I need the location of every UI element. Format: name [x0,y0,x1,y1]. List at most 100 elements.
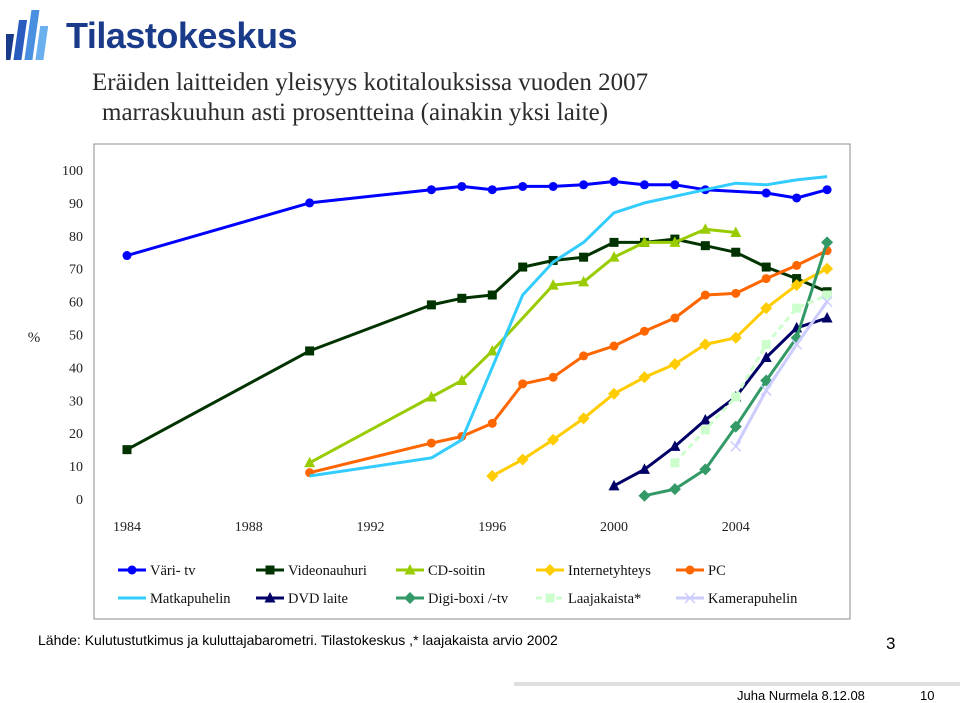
series-line [309,175,828,478]
chart-axes: 0 10 20 30 40 50 60 70 80 90 100 1984 1988 1992 1996 20… [28,164,750,535]
data-point [761,188,771,198]
legend-label: Internetyhteys [568,563,651,579]
data-point [487,290,497,300]
y-tick-label: 40 [69,361,83,376]
legend-label: Matkapuhelin [150,591,231,607]
legend-marker [404,592,416,604]
legend-entry: Kamerapuhelin [676,591,798,607]
data-point [426,300,436,310]
legend-entry: Internetyhteys [536,563,651,579]
data-point [730,226,742,238]
x-tick-label: 1992 [357,520,385,535]
data-point [822,290,832,300]
data-point [699,338,712,351]
legend-entry: Matkapuhelin [118,591,231,607]
data-point [579,252,589,262]
data-point [426,438,436,448]
series-3 [486,262,834,482]
footer-divider [514,682,960,686]
data-point [821,236,834,249]
data-point [579,351,589,361]
legend-marker [685,565,695,575]
series-line [673,293,828,464]
data-point [487,185,497,195]
series-line [126,180,828,257]
data-point [305,346,315,356]
data-point [577,412,590,425]
data-point [457,181,467,191]
x-tick-label: 1984 [113,520,141,535]
legend-label: Videonauhuri [288,563,367,579]
data-point [638,463,650,474]
legend-marker [127,565,137,575]
data-point [700,425,710,435]
footer-author: Juha Nurmela 8.12.08 [737,688,865,703]
data-point [579,180,589,190]
y-tick-label: 80 [69,230,83,245]
legend-label: DVD laite [288,591,348,607]
data-point [822,185,832,195]
y-tick-label: 90 [69,197,83,212]
legend-label: Väri- tv [150,563,196,579]
series-8 [670,290,832,468]
data-point [790,279,803,292]
data-point [668,358,681,371]
data-point [761,339,771,349]
legend-marker [684,592,696,604]
slide-title-line2: marraskuuhun asti prosentteina (ainakin … [102,99,609,126]
y-tick-label: 0 [76,493,83,508]
data-point [729,331,742,344]
series-9 [730,296,833,452]
x-tick-label: 2000 [600,520,628,535]
logo-bars-icon [2,10,49,60]
legend-label: CD-soitin [428,563,486,579]
data-point [425,391,437,402]
data-point [699,463,712,476]
series-2 [304,223,742,468]
data-point [700,241,710,251]
legend-marker [404,564,416,575]
data-point [791,338,803,350]
data-point [609,177,619,187]
y-tick-label: 60 [69,296,83,311]
data-point [609,237,619,247]
y-axis-label: % [28,330,41,346]
data-point [731,247,741,257]
data-point [305,198,315,208]
y-tick-label: 100 [62,164,83,179]
data-point [547,279,559,290]
data-point [821,312,833,323]
data-point [792,193,802,203]
data-point [487,418,497,428]
series-line [491,267,828,478]
data-point [518,379,528,389]
data-point [760,302,773,315]
legend-label: Digi-boxi /-tv [428,591,509,607]
data-point [426,185,436,195]
series-5 [309,175,828,478]
data-point [668,483,681,496]
data-point [122,251,132,261]
data-point [548,372,558,382]
data-point [122,445,132,455]
data-point [669,440,681,451]
data-point [792,303,802,313]
legend-label: PC [708,563,726,579]
series-1 [122,234,832,455]
data-point [639,180,649,190]
line-chart: 0 10 20 30 40 50 60 70 80 90 100 1984 1988 1992 1996 20… [28,143,851,620]
slide-title: Eräiden laitteiden yleisyys kotitalouksi… [92,68,648,128]
data-point [486,469,499,482]
data-point [304,456,316,468]
chart-frame [93,143,851,620]
data-point [731,392,741,402]
logo-text: Tilastokeskus [66,15,297,56]
data-point [731,288,741,298]
legend-entry: CD-soitin [396,563,486,579]
data-point [700,290,710,300]
y-tick-label: 70 [69,263,83,278]
data-point [729,420,742,433]
data-point [456,374,468,386]
data-point [547,433,560,446]
series-4 [305,246,832,478]
